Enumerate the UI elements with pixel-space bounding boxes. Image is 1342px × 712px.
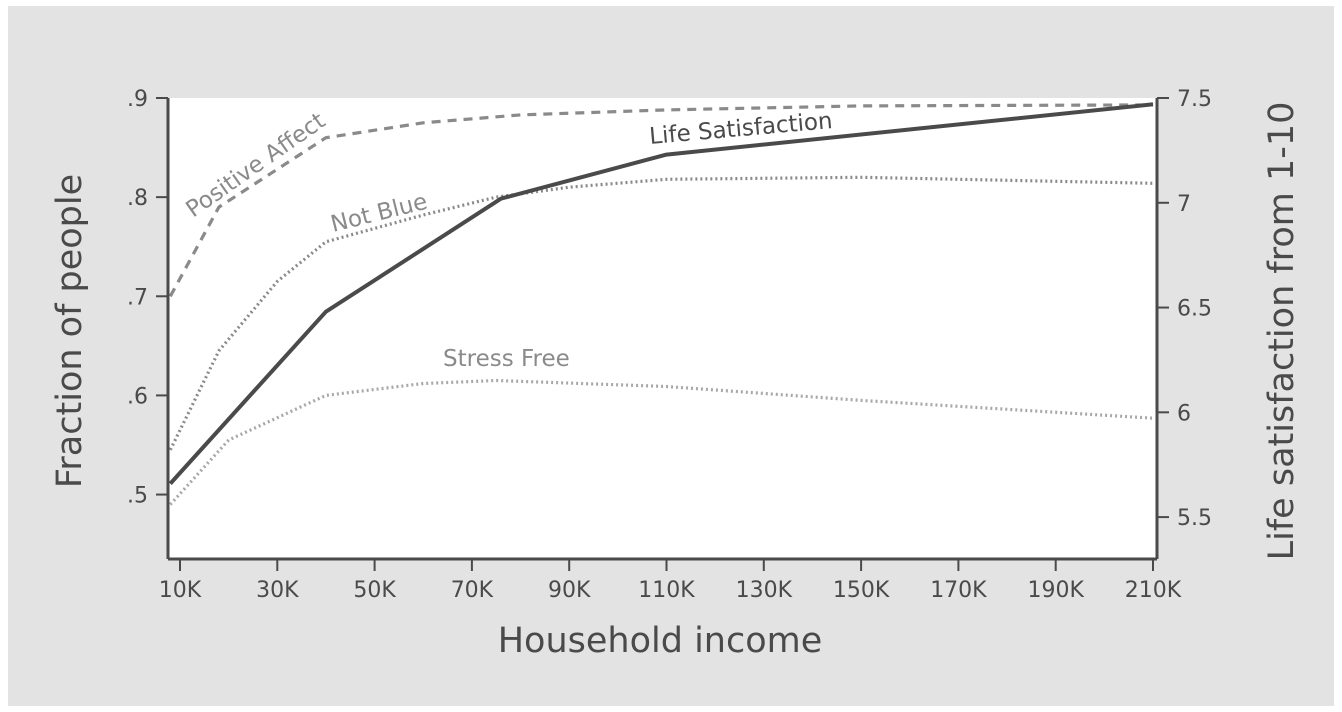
income-happiness-chart: 10K 30K 50K 70K 90K 110K 130K 150K 170K 190K 210K.… xyxy=(50,87,1302,661)
series-line-positive-affect xyxy=(168,103,1154,298)
series-layer xyxy=(168,102,1154,506)
plot-area xyxy=(168,98,1157,559)
y-left-tick-label: .9 xyxy=(127,87,148,112)
x-tick-label: 210K xyxy=(1125,578,1182,603)
x-tick-label: 30K xyxy=(256,578,299,603)
y-left-tick-label: .8 xyxy=(127,186,148,211)
series-line-life-satisfaction xyxy=(168,102,1154,485)
series-line-not-blue xyxy=(168,175,1154,451)
y-left-tick-label: .7 xyxy=(127,285,148,310)
y-right-tick-label: 6.5 xyxy=(1177,297,1212,322)
x-tick-label: 70K xyxy=(451,578,494,603)
chart-panel: 10K 30K 50K 70K 90K 110K 130K 150K 170K 190K 210K.… xyxy=(8,6,1334,706)
x-tick-label: 190K xyxy=(1027,578,1084,603)
y-left-axis-title: Fraction of people xyxy=(50,174,90,488)
y-right-tick-label: 6 xyxy=(1177,401,1191,426)
axes-layer: 10K 30K 50K 70K 90K 110K 130K 150K 170K 190K 210K.… xyxy=(127,87,1212,603)
x-tick-label: 130K xyxy=(736,578,793,603)
x-tick-label: 90K xyxy=(548,578,591,603)
y-right-tick-label: 7.5 xyxy=(1177,87,1212,112)
x-tick-label: 10K xyxy=(159,578,202,603)
x-axis-title: Household income xyxy=(498,621,823,661)
x-tick-label: 150K xyxy=(833,578,890,603)
x-tick-label: 170K xyxy=(930,578,987,603)
y-right-axis-title: Life satisfaction from 1-10 xyxy=(1262,102,1302,561)
y-left-tick-label: .5 xyxy=(127,484,148,509)
y-right-tick-label: 5.5 xyxy=(1177,506,1212,531)
y-left-tick-label: .6 xyxy=(127,384,148,409)
x-tick-label: 110K xyxy=(638,578,695,603)
series-label-stress-free: Stress Free xyxy=(443,346,570,372)
y-right-tick-label: 7 xyxy=(1177,192,1191,217)
x-tick-label: 50K xyxy=(353,578,396,603)
